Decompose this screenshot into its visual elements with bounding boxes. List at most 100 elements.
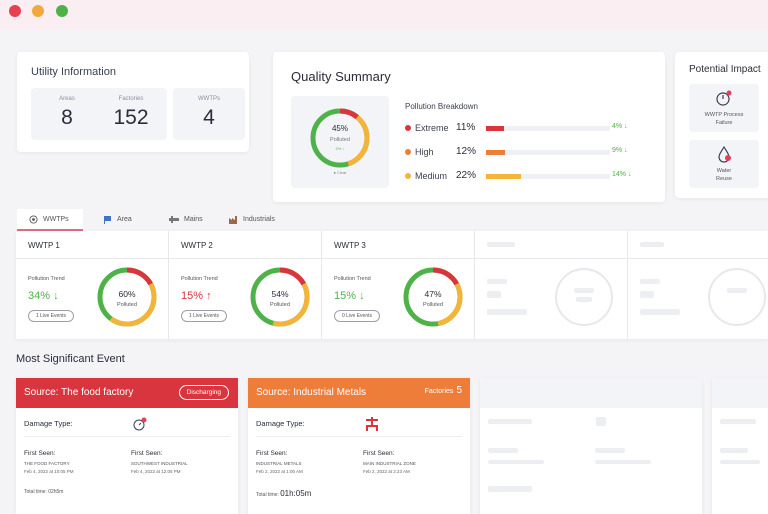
factories-count: Factories 5: [425, 385, 462, 396]
wwtp-donut-chart: [250, 267, 310, 327]
quality-donut-panel: 45% Polluted 2% ↓ ● Clear: [291, 96, 389, 188]
stat-factories[interactable]: Factories 152: [95, 88, 167, 140]
water-drop-icon: [689, 145, 759, 168]
first-seen-date: Feb 4, 2022 at 12:05 PM: [131, 469, 181, 474]
stat-label: Factories: [118, 96, 144, 102]
impact-label-line1: WWTP Process: [704, 112, 744, 118]
impact-label: Water Reuse: [689, 167, 759, 183]
event-card-header: Source: Industrial Metals Factories 5: [248, 378, 470, 408]
first-seen-name: MAIN INDUSTRIAL ZONE: [363, 461, 416, 466]
factories-label: Factories: [424, 388, 454, 395]
placeholder-bar: [727, 288, 747, 293]
utility-information-title: Utility Information: [31, 66, 116, 78]
wwtp-panel: WWTP 1 Pollution Trend 34% ↓ 1 Live Even…: [16, 231, 768, 339]
divider: [24, 436, 230, 437]
event-card-header: [712, 378, 768, 408]
tab-area[interactable]: Area: [101, 209, 151, 231]
stat-value: 152: [113, 106, 149, 129]
maximize-window-button[interactable]: [56, 5, 68, 17]
placeholder-bar: [487, 242, 515, 247]
stat-areas[interactable]: Areas 8: [31, 88, 103, 140]
wwtp-donut-label: Polluted: [270, 302, 290, 308]
breakdown-bar-fill: [486, 126, 504, 131]
event-card-placeholder: [480, 378, 702, 514]
total-time: Total time: 02h5m: [24, 489, 63, 495]
placeholder-bar: [595, 460, 651, 464]
placeholder-bar: [720, 419, 756, 424]
live-events-pill[interactable]: 1 Live Events: [181, 310, 227, 322]
first-seen-date: Feb 2, 2022 at 1:00 AM: [256, 469, 303, 474]
quality-summary-title: Quality Summary: [291, 69, 391, 84]
factories-value: 5: [456, 385, 462, 396]
breakdown-percent: 12%: [456, 146, 477, 157]
event-card[interactable]: Source: The food factory Discharging Dam…: [16, 378, 238, 514]
quality-donut-label: Polluted: [330, 137, 350, 143]
total-time-value: 01h:05m: [280, 489, 312, 498]
breakdown-percent: 22%: [456, 170, 477, 181]
first-seen-date: Feb 2, 2022 at 2:23 AM: [363, 469, 410, 474]
placeholder-bar: [487, 309, 527, 315]
divider: [256, 436, 462, 437]
total-time-label: Total time:: [256, 492, 281, 498]
discharging-badge[interactable]: Discharging: [178, 385, 229, 400]
bullet-icon: [405, 149, 411, 155]
placeholder-bar: [576, 297, 592, 302]
breakdown-trend: 4% ↓: [612, 123, 628, 130]
impact-label-line1: Water: [716, 168, 732, 174]
breakdown-row-high[interactable]: High 12% 9% ↓: [405, 146, 645, 160]
placeholder-bar: [487, 279, 507, 284]
breakdown-bar-track: [486, 150, 610, 155]
event-card-header: [480, 378, 702, 408]
minimize-window-button[interactable]: [32, 5, 44, 17]
first-seen-name: SOUTHWEST INDUSTRIAL: [131, 461, 188, 466]
event-card-header: Source: The food factory Discharging: [16, 378, 238, 408]
first-seen-label: First Seen:: [131, 450, 163, 457]
wwtp-donut-percent: 47%: [424, 289, 442, 299]
placeholder-bar: [596, 417, 606, 426]
close-window-button[interactable]: [9, 5, 21, 17]
impact-item-water-reuse[interactable]: Water Reuse: [689, 140, 759, 188]
breakdown-row-extreme[interactable]: Extreme 11% 4% ↓: [405, 122, 645, 136]
stat-label: Areas: [59, 96, 75, 102]
wwtp-card[interactable]: WWTP 2 Pollution Trend 15% ↑ 1 Live Even…: [169, 231, 322, 339]
tab-industrials[interactable]: Industrials: [229, 209, 299, 231]
wwtp-name: WWTP 3: [334, 241, 366, 250]
wwtp-donut-percent: 60%: [118, 289, 136, 299]
live-events-pill[interactable]: 1 Live Events: [28, 310, 74, 322]
wwtp-card[interactable]: WWTP 3 Pollution Trend 15% ↓ 0 Live Even…: [322, 231, 475, 339]
breakdown-name: High: [415, 147, 434, 157]
wwtp-name: WWTP 2: [181, 241, 213, 250]
first-seen-name: THE FOOD FACTORY: [24, 461, 70, 466]
target-icon: [29, 215, 38, 226]
breakdown-row-medium[interactable]: Medium 22% 14% ↓: [405, 170, 645, 184]
wwtp-donut-label: Polluted: [423, 302, 443, 308]
live-events-pill[interactable]: 0 Live Events: [334, 310, 380, 322]
quality-donut-chart: [310, 108, 370, 168]
tab-label: Mains: [184, 216, 203, 223]
pipe-icon: [169, 215, 179, 226]
placeholder-bar: [640, 291, 654, 298]
flag-icon: [103, 215, 112, 226]
factory-icon: [229, 215, 239, 226]
stat-wwtps[interactable]: WWTPs 4: [173, 88, 245, 140]
placeholder-ring: [708, 268, 766, 326]
pollution-trend-label: Pollution Trend: [334, 276, 371, 282]
stat-value: 8: [61, 106, 73, 129]
impact-label-line2: Failure: [715, 120, 733, 126]
wwtp-donut-chart: [403, 267, 463, 327]
wwtp-card-placeholder: [628, 231, 768, 339]
tab-wwtps[interactable]: WWTPs: [17, 209, 83, 231]
quality-summary-card: Quality Summary 45% Polluted 2% ↓ ● Clea…: [273, 52, 665, 202]
total-time-label: Total time:: [24, 489, 49, 495]
bullet-icon: [405, 173, 411, 179]
process-failure-icon: [689, 89, 759, 112]
stat-value: 4: [203, 106, 215, 129]
placeholder-bar: [574, 288, 594, 293]
wwtp-card[interactable]: WWTP 1 Pollution Trend 34% ↓ 1 Live Even…: [16, 231, 169, 339]
tab-mains[interactable]: Mains: [169, 209, 225, 231]
pollution-trend-value: 15% ↑: [181, 290, 212, 302]
impact-item-process-failure[interactable]: WWTP Process Failure: [689, 84, 759, 132]
event-card[interactable]: Source: Industrial Metals Factories 5 Dam…: [248, 378, 470, 514]
event-source: Source: The food factory: [24, 387, 134, 398]
placeholder-bar: [640, 309, 680, 315]
